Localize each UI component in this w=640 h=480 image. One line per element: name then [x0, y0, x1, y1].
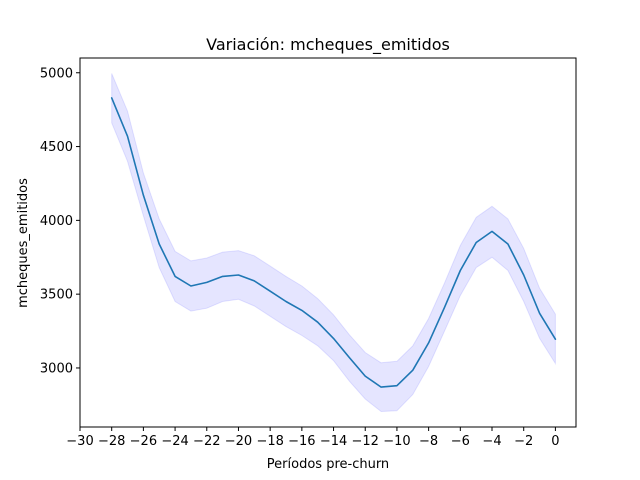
series-line-layer [110, 97, 557, 388]
x-tick-label: −2 [514, 434, 533, 449]
x-tick-label: −16 [288, 434, 315, 449]
x-tick-label: −12 [352, 434, 379, 449]
x-tick-label: −22 [193, 434, 220, 449]
x-tick-label: −6 [451, 434, 470, 449]
y-tick-label: 4000 [40, 214, 73, 229]
x-tick-label: −26 [130, 434, 157, 449]
confidence-band [111, 73, 556, 413]
y-axis-ticks: 3000 3500 4000 4500 5000 [40, 66, 80, 376]
confidence-band-layer [111, 73, 556, 413]
x-tick-label: 0 [551, 434, 559, 449]
y-axis-label: mcheques_emitidos [16, 178, 31, 308]
x-tick-label: −14 [320, 434, 347, 449]
x-tick-label: −8 [419, 434, 438, 449]
x-tick-label: −30 [66, 434, 93, 449]
x-tick-label: −18 [256, 434, 283, 449]
x-tick-label: −24 [161, 434, 188, 449]
y-tick-label: 3000 [40, 361, 73, 376]
series-line [110, 97, 557, 388]
chart-title: Variación: mcheques_emitidos [206, 35, 450, 55]
y-tick-label: 5000 [40, 66, 73, 81]
plot-frame [79, 57, 577, 428]
x-tick-label: −28 [98, 434, 125, 449]
x-axis-label: Períodos pre-churn [267, 457, 389, 472]
x-tick-label: −10 [383, 434, 410, 449]
y-tick-label: 3500 [40, 288, 73, 303]
y-tick-label: 4500 [40, 140, 73, 155]
x-tick-label: −4 [482, 434, 501, 449]
x-tick-label: −20 [225, 434, 252, 449]
x-axis-ticks: −30 −28 −26 −24 −22 −20 −18 −16 −14 −12 −10 −8 −6 −4−… [66, 427, 560, 449]
